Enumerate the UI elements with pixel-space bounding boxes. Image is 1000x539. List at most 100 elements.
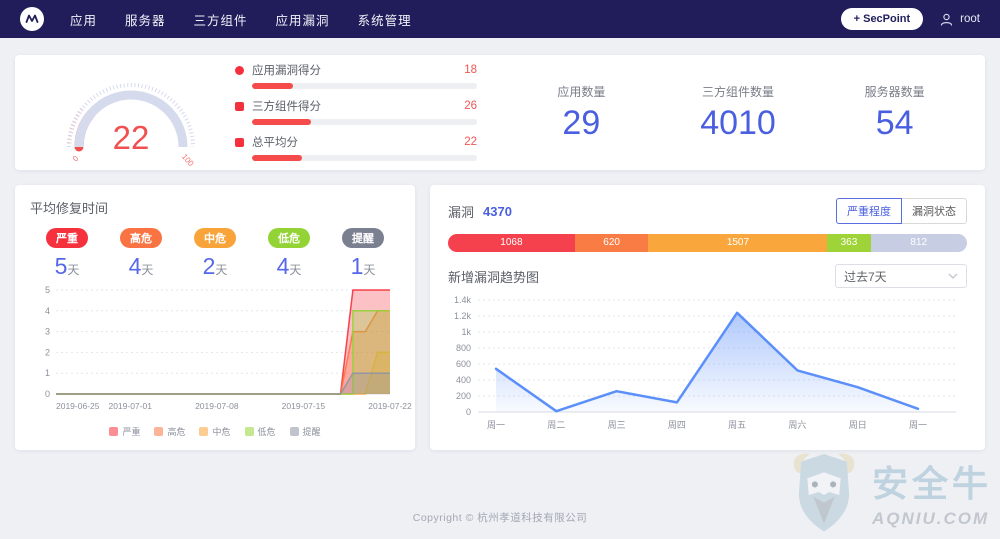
score-gauge: 22 0 100 <box>27 59 235 168</box>
repair-days-unit: 天 <box>363 263 376 277</box>
stat-counters: 应用数量 29 三方组件数量 4010 服务器数量 54 <box>503 83 973 143</box>
gauge-max-label: 100 <box>180 152 196 168</box>
vuln-bar-segment: 1507 <box>648 234 828 252</box>
menu-item-system-admin[interactable]: 系统管理 <box>357 13 412 28</box>
secpoint-button[interactable]: + SecPoint <box>840 8 924 30</box>
legend-swatch <box>154 427 164 436</box>
severity-badge: 严重 <box>46 228 88 248</box>
chevron-down-icon <box>948 273 958 279</box>
legend-label: 提醒 <box>302 427 321 437</box>
legend-swatch <box>109 427 119 436</box>
vuln-trend-chart: 0 200 400 600 800 1k 1.2k 1.4k 周一 周二 周三 周四 周五 周六 周日 周一 <box>454 295 956 430</box>
vulnerability-panel: 漏洞 4370 严重程度 漏洞状态 1068 620 1507 363 812 新增漏洞… <box>430 185 985 450</box>
svg-text:周六: 周六 <box>788 419 806 430</box>
repair-days-value: 4 <box>276 253 290 279</box>
trend-chart-title: 新增漏洞趋势图 <box>448 269 540 285</box>
toggle-status-button[interactable]: 漏洞状态 <box>901 198 967 224</box>
stat-value: 29 <box>562 103 601 142</box>
repair-chart-legend: 严重 高危 中危 低危 提醒 <box>30 425 400 438</box>
svg-text:800: 800 <box>456 343 471 353</box>
svg-text:0: 0 <box>466 407 471 417</box>
severity-badge: 高危 <box>120 228 162 248</box>
repair-col-medium: 中危 2天 <box>178 228 252 280</box>
svg-text:3: 3 <box>45 327 50 337</box>
gauge-min-label: 0 <box>71 154 81 164</box>
score-label: 应用漏洞得分 <box>252 65 321 77</box>
repair-col-critical: 严重 5天 <box>30 228 104 280</box>
stat-value: 4010 <box>700 103 776 142</box>
vuln-total-count: 4370 <box>483 203 512 219</box>
navbar: 应用 服务器 三方组件 应用漏洞 系统管理 + SecPoint root <box>0 0 1000 38</box>
svg-text:周三: 周三 <box>608 420 626 430</box>
legend-item[interactable]: 严重 <box>109 425 140 438</box>
menu-item-third-party[interactable]: 三方组件 <box>193 13 248 28</box>
menu-item-applications[interactable]: 应用 <box>70 13 98 28</box>
legend-label: 中危 <box>212 427 231 437</box>
svg-text:2: 2 <box>45 347 50 357</box>
svg-text:周日: 周日 <box>849 420 867 430</box>
vuln-bar-segment: 363 <box>827 234 871 252</box>
repair-days-unit: 天 <box>215 263 228 277</box>
svg-text:0: 0 <box>45 389 50 399</box>
svg-text:200: 200 <box>456 391 471 401</box>
svg-text:2019-07-15: 2019-07-15 <box>282 401 326 411</box>
score-progressbar <box>252 119 477 125</box>
repair-days-unit: 天 <box>67 263 80 277</box>
legend-swatch <box>289 427 299 436</box>
vuln-view-toggle: 严重程度 漏洞状态 <box>836 198 967 224</box>
svg-text:周一: 周一 <box>909 420 927 430</box>
svg-text:1.2k: 1.2k <box>454 311 472 321</box>
repair-days-value: 5 <box>54 253 68 279</box>
time-range-value: 过去7天 <box>844 269 887 284</box>
vuln-panel-title: 漏洞 <box>448 204 475 220</box>
menu-item-servers[interactable]: 服务器 <box>125 13 166 28</box>
svg-text:2019-07-22: 2019-07-22 <box>368 401 412 411</box>
repair-time-chart: 0 1 2 3 4 5 2019-06-25 2019-07-01 2019-07-08 2019… <box>45 285 412 411</box>
time-range-select[interactable]: 过去7天 <box>835 264 967 288</box>
svg-text:2019-06-25: 2019-06-25 <box>56 401 100 411</box>
toggle-severity-button[interactable]: 严重程度 <box>836 198 902 224</box>
svg-text:5: 5 <box>45 285 50 295</box>
repair-col-high: 高危 4天 <box>104 228 178 280</box>
stat-label: 三方组件数量 <box>702 84 775 99</box>
svg-text:周四: 周四 <box>668 420 686 430</box>
score-label: 总平均分 <box>252 137 298 149</box>
repair-col-notice: 提醒 1天 <box>326 228 400 280</box>
score-progressbar <box>252 83 477 89</box>
svg-text:周一: 周一 <box>487 420 505 430</box>
username: root <box>960 13 980 25</box>
severity-badge: 低危 <box>268 228 310 248</box>
overview-card: 22 0 100 应用漏洞得分 18 三方组件得分 26 <box>15 55 985 170</box>
legend-item[interactable]: 高危 <box>154 425 185 438</box>
legend-item[interactable]: 中危 <box>199 425 231 438</box>
svg-text:2019-07-08: 2019-07-08 <box>195 401 239 411</box>
svg-text:1k: 1k <box>461 327 471 337</box>
svg-text:周五: 周五 <box>728 420 746 430</box>
svg-text:周二: 周二 <box>547 420 565 430</box>
score-row-app-vuln: 应用漏洞得分 18 <box>235 62 477 89</box>
svg-text:1: 1 <box>45 368 50 378</box>
average-score-icon <box>235 137 244 147</box>
stat-value: 54 <box>875 103 914 142</box>
app-vuln-score-icon <box>235 65 244 75</box>
menu-item-app-vulns[interactable]: 应用漏洞 <box>275 13 330 28</box>
legend-label: 低危 <box>257 427 276 437</box>
svg-text:2019-07-01: 2019-07-01 <box>108 401 152 411</box>
legend-swatch <box>199 427 209 436</box>
repair-days-unit: 天 <box>289 263 302 277</box>
legend-item[interactable]: 提醒 <box>289 425 321 438</box>
repair-days-value: 1 <box>350 253 364 279</box>
gauge-value: 22 <box>113 119 150 156</box>
user-icon <box>941 13 953 26</box>
legend-swatch <box>244 427 254 436</box>
vuln-bar-segment: 812 <box>870 234 967 252</box>
score-row-average: 总平均分 22 <box>235 134 477 161</box>
user-menu[interactable]: root <box>939 12 980 27</box>
score-row-component: 三方组件得分 26 <box>235 98 477 125</box>
repair-col-low: 低危 4天 <box>252 228 326 280</box>
svg-text:1.4k: 1.4k <box>454 295 472 305</box>
legend-item[interactable]: 低危 <box>244 425 276 438</box>
score-progressbar <box>252 155 477 161</box>
component-score-icon <box>235 101 244 111</box>
score-value: 18 <box>464 64 477 76</box>
